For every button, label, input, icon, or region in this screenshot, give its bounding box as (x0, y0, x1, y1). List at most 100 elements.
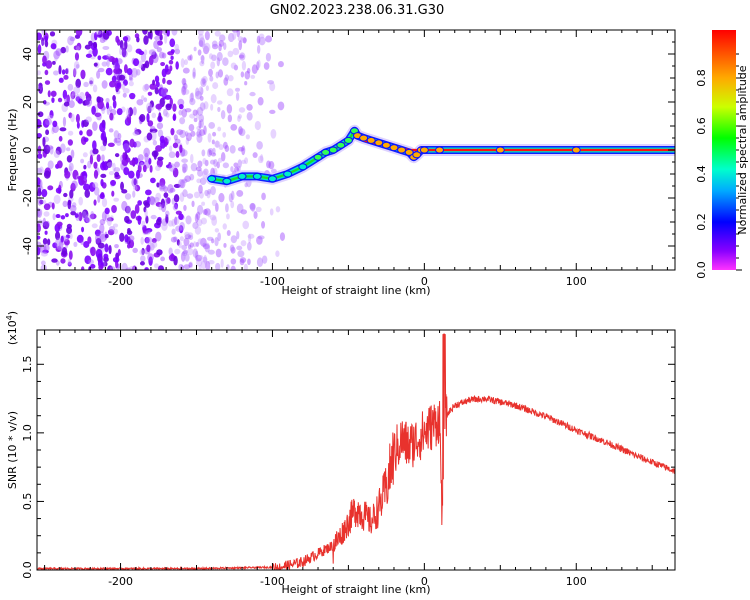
noise-blob (202, 242, 207, 247)
noise-blob (195, 258, 203, 267)
noise-blob (160, 184, 167, 190)
noise-blob (53, 150, 60, 158)
noise-blob (230, 246, 236, 254)
noise-blob (108, 225, 116, 232)
colorbar-ticks: 0.0 0.2 0.4 0.6 0.8 (695, 53, 742, 279)
noise-blob (92, 84, 98, 93)
noise-blob (125, 267, 132, 270)
noise-blob (42, 221, 50, 230)
noise-blob (200, 55, 205, 61)
noise-blob (200, 237, 207, 247)
colorbar-tick-label: 0.8 (695, 69, 708, 87)
noise-blob (86, 129, 93, 137)
noise-blob (70, 93, 74, 101)
noise-blob (60, 258, 66, 264)
noise-blob (121, 200, 128, 211)
noise-blob (256, 257, 264, 268)
noise-blob (207, 188, 212, 195)
noise-blob (173, 255, 178, 266)
noise-blob (52, 213, 56, 221)
noise-blob (128, 107, 134, 117)
noise-blob (197, 49, 202, 56)
noise-blob (131, 177, 139, 188)
noise-blob (169, 187, 176, 193)
noise-blob (199, 95, 204, 101)
noise-blob (75, 64, 80, 69)
noise-blob (220, 258, 224, 268)
noise-blob (174, 202, 179, 210)
noise-blob (42, 237, 48, 245)
noise-blob (121, 83, 126, 90)
noise-blob (144, 267, 149, 270)
noise-blob (81, 226, 85, 233)
noise-blob (158, 182, 166, 190)
noise-blob (156, 122, 164, 130)
noise-blob (135, 48, 142, 54)
noise-blob (66, 94, 70, 104)
noise-blob (198, 120, 202, 129)
noise-blob (207, 148, 212, 158)
noise-blob (97, 242, 105, 249)
noise-blob (152, 53, 159, 64)
noise-blob (83, 175, 87, 182)
noise-blob (142, 164, 147, 173)
noise-blob (65, 147, 71, 152)
noise-blob (188, 261, 194, 269)
noise-blob (107, 265, 114, 270)
noise-blob (175, 225, 183, 232)
noise-blob (155, 165, 161, 172)
noise-blob (148, 157, 152, 165)
noise-blob (52, 120, 58, 128)
noise-blob (121, 158, 129, 166)
noise-blob (42, 136, 46, 147)
noise-blob (145, 230, 151, 235)
noise-blob (106, 161, 114, 168)
noise-blob (73, 60, 80, 70)
ridge-blob (435, 146, 445, 154)
noise-blob (223, 242, 227, 248)
noise-blob (258, 155, 264, 164)
noise-blob (167, 183, 174, 194)
noise-blob (67, 261, 72, 267)
figure-title: GN02.2023.238.06.31.G30 (270, 3, 445, 18)
noise-blob (43, 100, 47, 105)
noise-blob (88, 50, 93, 55)
y-tick-label: 0.0 (21, 561, 34, 579)
noise-blob (182, 163, 188, 173)
noise-blob (124, 215, 130, 223)
noise-blob (237, 36, 244, 42)
noise-blob (150, 214, 157, 220)
noise-blob (74, 52, 80, 61)
noise-blob (199, 119, 204, 128)
noise-blob (94, 112, 102, 118)
noise-blob (176, 239, 180, 246)
noise-blob (101, 154, 105, 162)
noise-blob (44, 118, 48, 124)
noise-blob (98, 30, 103, 38)
noise-blob (205, 85, 209, 91)
noise-blob (256, 141, 263, 150)
noise-blob (238, 107, 246, 113)
noise-blob (44, 69, 49, 76)
noise-blob (148, 195, 155, 205)
noise-blob (91, 105, 96, 115)
noise-blob (181, 85, 187, 96)
noise-blob (236, 245, 243, 251)
noise-blob (197, 238, 203, 245)
noise-blob (178, 263, 184, 270)
noise-blob (42, 249, 49, 254)
noise-blob (39, 199, 44, 205)
noise-blob (127, 227, 131, 233)
noise-blob (90, 246, 96, 257)
noise-blob (229, 145, 236, 154)
noise-blob (185, 215, 192, 225)
noise-blob (60, 46, 67, 54)
noise-blob (151, 112, 157, 119)
noise-blob (196, 128, 202, 138)
noise-blob (179, 236, 184, 242)
ridge-blob (397, 146, 407, 154)
noise-blob (94, 31, 98, 41)
noise-blob (45, 129, 50, 136)
noise-blob (214, 228, 220, 233)
noise-blob (210, 186, 216, 196)
